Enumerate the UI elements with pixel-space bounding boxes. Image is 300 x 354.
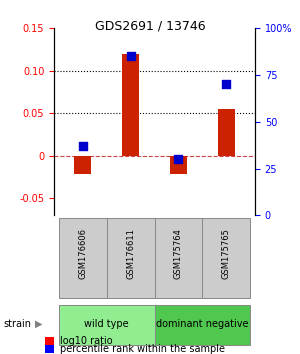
Point <box>128 53 133 59</box>
Text: GSM176606: GSM176606 <box>78 228 87 279</box>
Text: percentile rank within the sample: percentile rank within the sample <box>60 344 225 354</box>
Text: strain: strain <box>3 319 31 329</box>
FancyBboxPatch shape <box>59 305 154 344</box>
Bar <box>74 156 91 175</box>
FancyBboxPatch shape <box>202 218 250 298</box>
Point <box>80 143 85 149</box>
Text: GSM176611: GSM176611 <box>126 228 135 279</box>
Text: dominant negative: dominant negative <box>156 319 249 329</box>
Text: wild type: wild type <box>84 319 129 329</box>
Text: GSM175764: GSM175764 <box>174 228 183 279</box>
Text: GSM175765: GSM175765 <box>222 228 231 279</box>
Text: GDS2691 / 13746: GDS2691 / 13746 <box>95 19 205 33</box>
FancyBboxPatch shape <box>154 218 202 298</box>
FancyBboxPatch shape <box>154 305 250 344</box>
Bar <box>218 109 235 156</box>
FancyBboxPatch shape <box>106 218 154 298</box>
Bar <box>170 156 187 175</box>
FancyBboxPatch shape <box>59 218 106 298</box>
Point <box>176 156 181 162</box>
Text: ▶: ▶ <box>34 319 42 329</box>
Text: log10 ratio: log10 ratio <box>60 336 112 346</box>
Point <box>224 81 229 87</box>
Bar <box>122 54 139 156</box>
